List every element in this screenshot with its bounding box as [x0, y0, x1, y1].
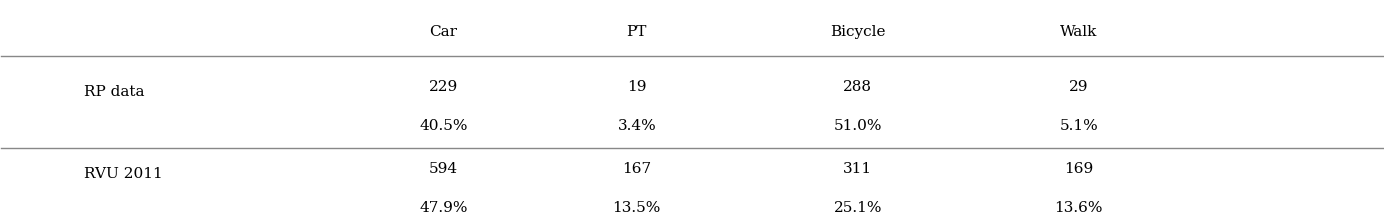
Text: 47.9%: 47.9%: [419, 201, 468, 215]
Text: 40.5%: 40.5%: [419, 119, 468, 133]
Text: 167: 167: [623, 162, 652, 176]
Text: RP data: RP data: [84, 84, 145, 98]
Text: 51.0%: 51.0%: [833, 119, 882, 133]
Text: 19: 19: [627, 80, 646, 94]
Text: RVU 2011: RVU 2011: [84, 167, 163, 181]
Text: 13.6%: 13.6%: [1055, 201, 1103, 215]
Text: 229: 229: [429, 80, 458, 94]
Text: 169: 169: [1064, 162, 1093, 176]
Text: 13.5%: 13.5%: [613, 201, 662, 215]
Text: 29: 29: [1068, 80, 1088, 94]
Text: 288: 288: [843, 80, 872, 94]
Text: PT: PT: [627, 25, 646, 39]
Text: Car: Car: [429, 25, 457, 39]
Text: 25.1%: 25.1%: [833, 201, 882, 215]
Text: 594: 594: [429, 162, 458, 176]
Text: 311: 311: [843, 162, 872, 176]
Text: Walk: Walk: [1060, 25, 1098, 39]
Text: 3.4%: 3.4%: [617, 119, 656, 133]
Text: Bicycle: Bicycle: [830, 25, 886, 39]
Text: 5.1%: 5.1%: [1059, 119, 1098, 133]
